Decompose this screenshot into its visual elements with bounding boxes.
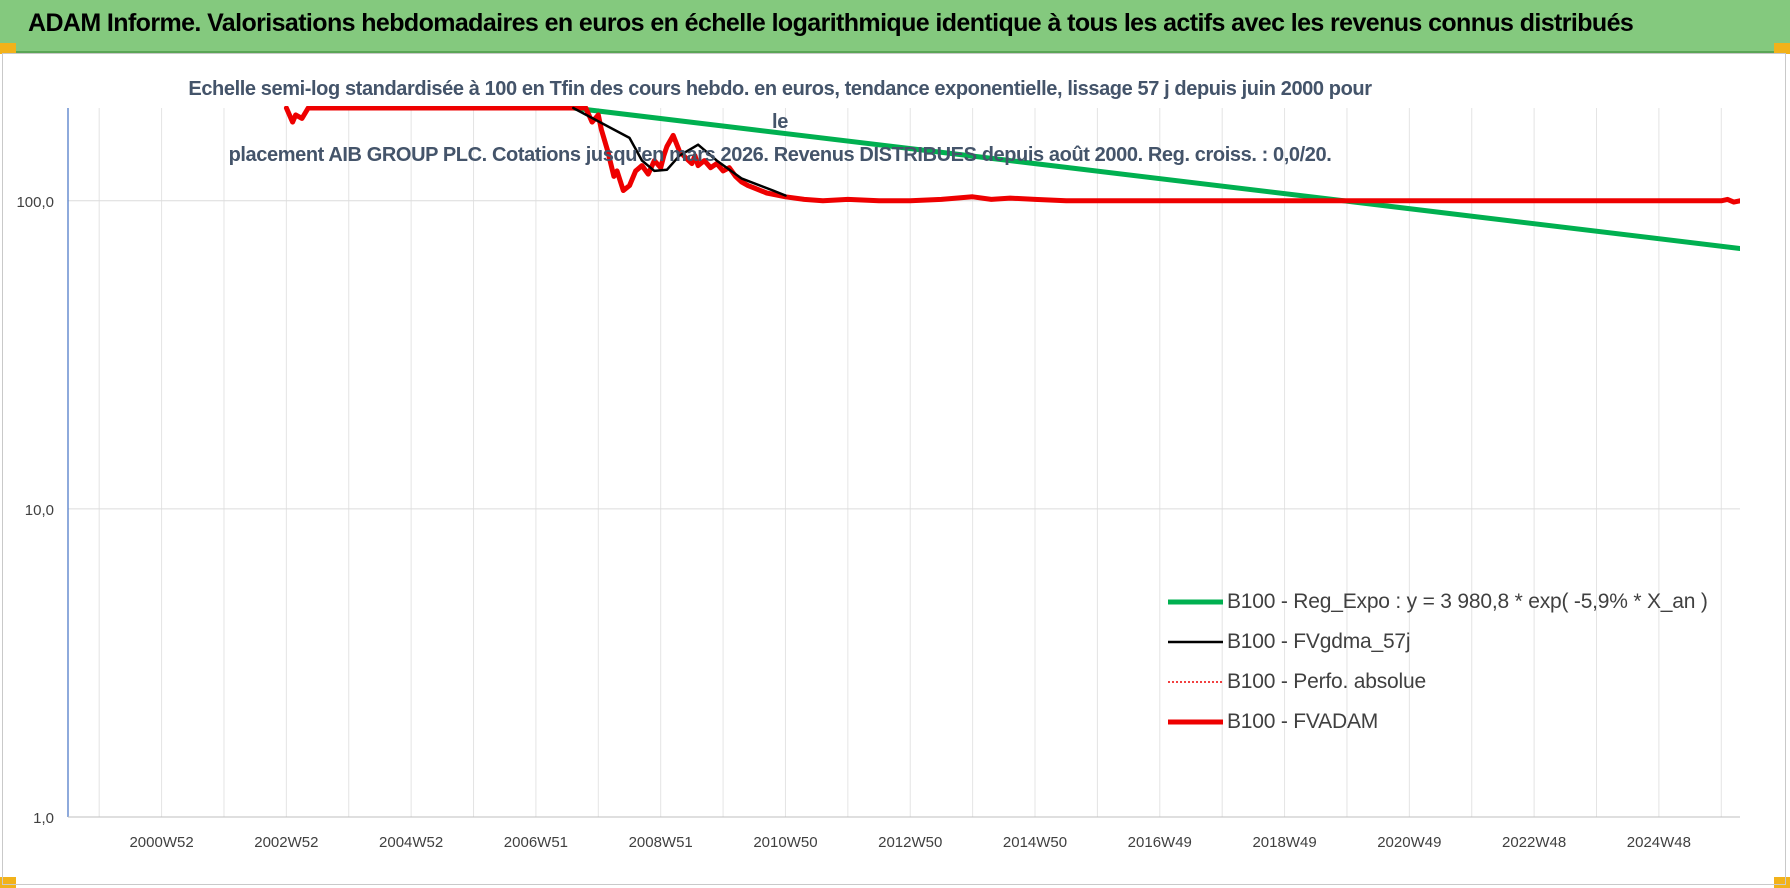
x-tick-label: 2004W52 (379, 834, 443, 851)
series-line-0 (570, 106, 1740, 251)
x-tick-label: 2008W51 (629, 834, 693, 851)
header-bar: ADAM Informe. Valorisations hebdomadaire… (0, 0, 1790, 53)
x-tick-label: 2014W50 (1003, 834, 1067, 851)
x-tick-label: 2000W52 (129, 834, 193, 851)
corner-accent-top-right (1774, 43, 1790, 54)
x-tick-label: 2018W49 (1252, 834, 1316, 851)
series-layer (283, 106, 1740, 251)
x-tick-label: 2010W50 (753, 834, 817, 851)
legend-item-fvadam: B100 - FVADAM (1168, 702, 1708, 742)
header-title: ADAM Informe. Valorisations hebdomadaire… (28, 9, 1634, 37)
legend-label-fvgdma: B100 - FVgdma_57j (1227, 630, 1411, 653)
corner-accent-bottom-right (1774, 877, 1790, 888)
corner-accent-bottom-left (0, 877, 16, 888)
legend-label-reg-expo: B100 - Reg_Expo : y = 3 980,8 * exp( -5,… (1227, 590, 1708, 613)
legend-item-perfo-absolue: B100 - Perfo. absolue (1168, 662, 1708, 702)
x-tick-label: 2016W49 (1128, 834, 1192, 851)
chart-subtitle-line-2: placement AIB GROUP PLC. Cotations jusqu… (228, 144, 1332, 166)
x-tick-label: 2002W52 (254, 834, 318, 851)
corner-accent-top-left (0, 43, 16, 54)
x-tick-label: 2022W48 (1502, 834, 1566, 851)
legend-swatch-reg-expo (1168, 599, 1223, 605)
x-tick-label: 2024W48 (1627, 834, 1691, 851)
y-tick-label: 1,0 (33, 810, 54, 827)
series-line-1 (572, 106, 787, 197)
x-tick-label: 2006W51 (504, 834, 568, 851)
legend-item-reg-expo: B100 - Reg_Expo : y = 3 980,8 * exp( -5,… (1168, 582, 1708, 622)
chart-subtitle-line-1: Echelle semi-log standardisée à 100 en T… (188, 78, 1372, 133)
y-tick-label: 10,0 (25, 502, 54, 519)
axis-layer (67, 108, 1740, 818)
legend-swatch-fvgdma (1168, 640, 1223, 644)
chart-legend: B100 - Reg_Expo : y = 3 980,8 * exp( -5,… (1168, 582, 1708, 742)
legend-swatch-perfo-absolue (1168, 681, 1223, 683)
legend-label-fvadam: B100 - FVADAM (1227, 710, 1379, 733)
y-tick-label: 100,0 (16, 194, 54, 211)
x-tick-label: 2012W50 (878, 834, 942, 851)
legend-swatch-fvadam (1168, 719, 1223, 725)
label-layer: 1,0 10,0 100,0 2000W52 2002W52 2004W52 2006W51… (16, 194, 1691, 851)
x-tick-label: 2020W49 (1377, 834, 1441, 851)
chart-subtitle: Echelle semi-log standardisée à 100 en T… (180, 73, 1380, 172)
legend-label-perfo-absolue: B100 - Perfo. absolue (1227, 670, 1426, 693)
legend-item-fvgdma: B100 - FVgdma_57j (1168, 622, 1708, 662)
chart-frame (2, 53, 1786, 885)
